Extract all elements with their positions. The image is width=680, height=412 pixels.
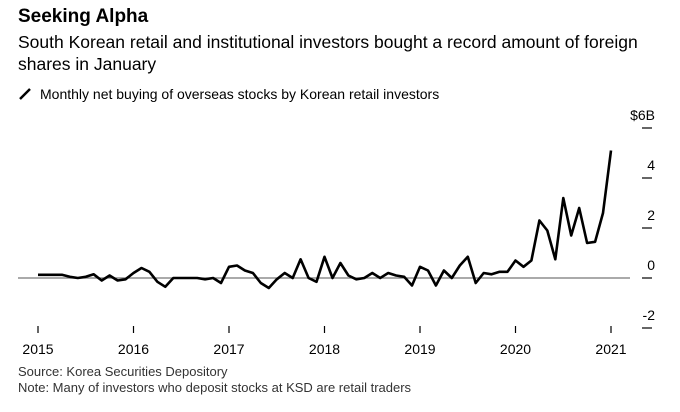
legend-label: Monthly net buying of overseas stocks by… xyxy=(40,86,440,102)
y-tick-label: 0 xyxy=(647,257,655,273)
series-line xyxy=(38,150,613,290)
legend: Monthly net buying of overseas stocks by… xyxy=(18,86,439,102)
y-tick-label: 4 xyxy=(647,157,655,173)
x-tick-label: 2017 xyxy=(213,341,244,357)
legend-line-icon xyxy=(19,88,31,100)
x-tick-label: 2019 xyxy=(404,341,435,357)
chart-subtitle: South Korean retail and institutional in… xyxy=(18,32,638,74)
y-tick-label: -2 xyxy=(643,307,656,323)
brand-title: Seeking Alpha xyxy=(18,6,149,27)
source-note: Source: Korea Securities Depository xyxy=(18,364,228,379)
footnote: Note: Many of investors who deposit stoc… xyxy=(18,380,412,395)
y-tick-label: 2 xyxy=(647,207,655,223)
x-tick-label: 2015 xyxy=(22,341,53,357)
x-tick-label: 2018 xyxy=(309,341,340,357)
x-tick-label: 2020 xyxy=(500,341,531,357)
x-tick-label: 2016 xyxy=(118,341,149,357)
x-tick-label: 2021 xyxy=(595,341,626,357)
y-tick-label: $6B xyxy=(630,107,655,123)
